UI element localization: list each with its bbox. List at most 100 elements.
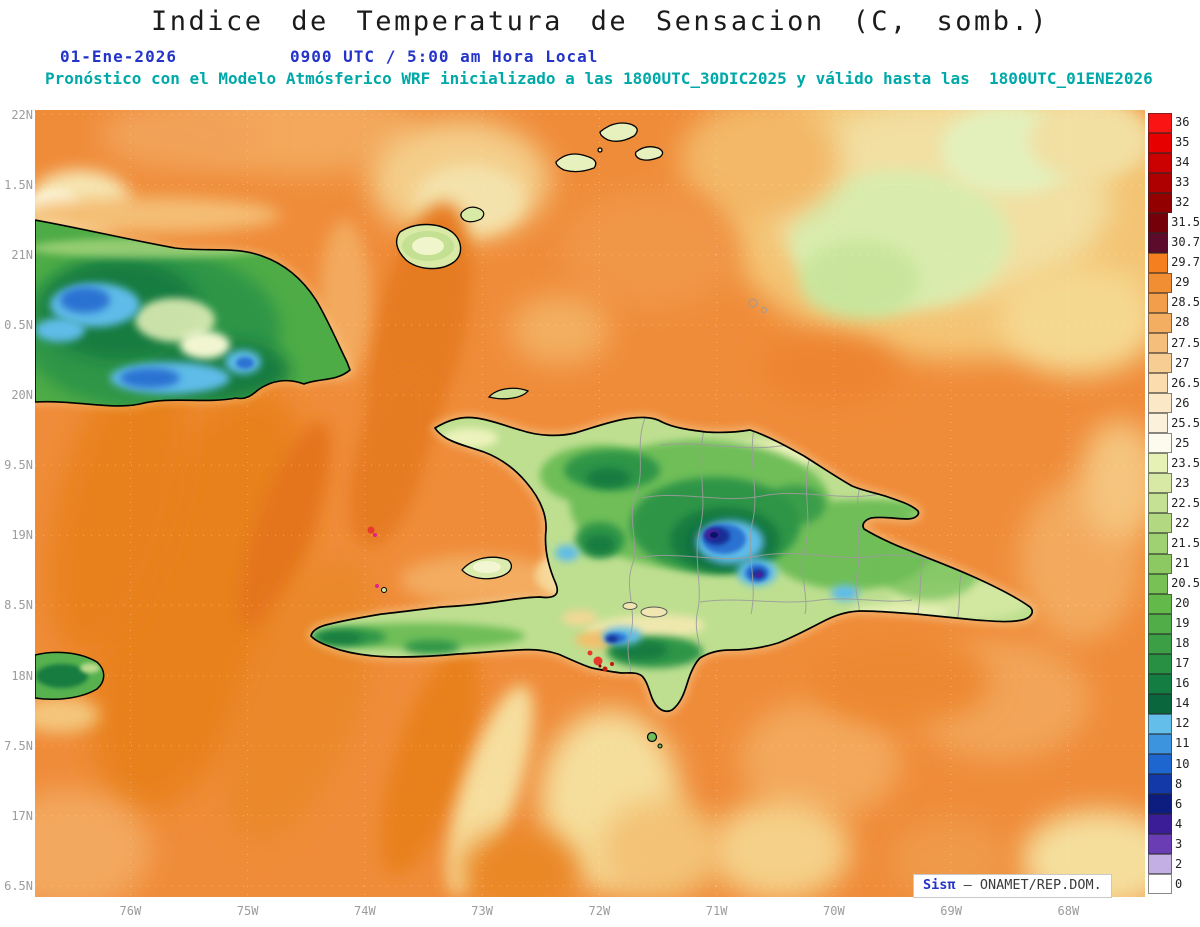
colorbar-value: 26.5 bbox=[1171, 375, 1200, 390]
colorbar-value: 34 bbox=[1175, 155, 1190, 170]
colorbar-value: 6 bbox=[1175, 796, 1183, 811]
admin-boundaries bbox=[627, 417, 965, 679]
colorbar-segment: 30.7 bbox=[1148, 232, 1200, 253]
colorbar-segment: 12 bbox=[1148, 713, 1200, 734]
model-run-info: Pronóstico con el Modelo Atmósferico WRF… bbox=[45, 69, 1153, 88]
colorbar-segment: 22.5 bbox=[1148, 493, 1200, 514]
longitude-label: 70W bbox=[823, 904, 845, 918]
latitude-label: 17N bbox=[11, 808, 33, 823]
colorbar-segment: 29 bbox=[1148, 272, 1200, 293]
colorbar-value: 25.5 bbox=[1171, 415, 1200, 430]
lake-enriquillo bbox=[640, 606, 668, 618]
colorbar-value: 23 bbox=[1175, 475, 1190, 490]
turks-caicos-islands bbox=[555, 122, 664, 173]
colorbar-swatch bbox=[1148, 834, 1172, 855]
colorbar-value: 11 bbox=[1175, 736, 1190, 751]
colorbar-value: 31.5 bbox=[1171, 215, 1200, 230]
colorbar-swatch bbox=[1148, 312, 1172, 334]
colorbar-value: 28.5 bbox=[1171, 295, 1200, 310]
colorbar-value: 2 bbox=[1175, 856, 1183, 871]
colorbar-segment: 0 bbox=[1148, 874, 1200, 895]
colorbar-value: 12 bbox=[1175, 716, 1190, 731]
colorbar-swatch bbox=[1148, 493, 1169, 514]
colorbar-swatch bbox=[1148, 553, 1172, 574]
colorbar-segment: 29.7 bbox=[1148, 252, 1200, 273]
colorbar-value: 20 bbox=[1175, 596, 1190, 611]
colorbar-swatch bbox=[1148, 473, 1172, 494]
tortuga-island bbox=[487, 387, 530, 400]
colorbar-value: 16 bbox=[1175, 676, 1190, 691]
colorbar-swatch bbox=[1148, 413, 1169, 434]
longitude-label: 69W bbox=[940, 904, 962, 918]
colorbar-segment: 6 bbox=[1148, 794, 1200, 815]
colorbar-value: 30.7 bbox=[1171, 235, 1200, 250]
colorbar-segment: 22 bbox=[1148, 513, 1200, 534]
colorbar-swatch bbox=[1148, 653, 1172, 674]
latitude-label: 7.5N bbox=[4, 738, 33, 753]
colorbar-value: 0 bbox=[1175, 876, 1183, 891]
colorbar-segment: 27 bbox=[1148, 353, 1200, 374]
colorbar: 36 35 34 33 32 31.5 30.7 29.7 29 28.5 28 27.5 27 26.5… bbox=[1148, 112, 1200, 895]
colorbar-segment: 14 bbox=[1148, 693, 1200, 714]
colorbar-value: 22.5 bbox=[1171, 495, 1200, 510]
colorbar-segment: 33 bbox=[1148, 172, 1200, 193]
colorbar-segment: 34 bbox=[1148, 152, 1200, 173]
colorbar-swatch bbox=[1148, 272, 1172, 293]
latitude-label: 1.5N bbox=[4, 177, 33, 192]
colorbar-value: 3 bbox=[1175, 836, 1183, 851]
colorbar-swatch bbox=[1148, 252, 1169, 273]
colorbar-value: 17 bbox=[1175, 656, 1190, 671]
colorbar-swatch bbox=[1148, 613, 1172, 634]
latitude-label: 18N bbox=[11, 668, 33, 683]
colorbar-swatch bbox=[1148, 292, 1169, 313]
colorbar-swatch bbox=[1148, 754, 1172, 775]
weather-map bbox=[35, 110, 1145, 897]
longitude-label: 73W bbox=[471, 904, 493, 918]
colorbar-value: 35 bbox=[1175, 135, 1190, 150]
colorbar-segment: 21.5 bbox=[1148, 533, 1200, 554]
colorbar-value: 28 bbox=[1175, 315, 1190, 330]
colorbar-segment: 17 bbox=[1148, 653, 1200, 674]
colorbar-swatch bbox=[1148, 733, 1172, 754]
colorbar-segment: 3 bbox=[1148, 834, 1200, 855]
colorbar-segment: 35 bbox=[1148, 132, 1200, 153]
sispi-logo: Sisπ bbox=[923, 877, 956, 893]
colorbar-segment: 26 bbox=[1148, 393, 1200, 414]
latitude-label: 22N bbox=[11, 107, 33, 122]
colorbar-swatch bbox=[1148, 673, 1172, 694]
credit-box: Sisπ – ONAMET/REP.DOM. bbox=[913, 874, 1112, 898]
colorbar-segment: 8 bbox=[1148, 774, 1200, 795]
longitude-label: 72W bbox=[588, 904, 611, 918]
colorbar-value: 8 bbox=[1175, 776, 1183, 791]
colorbar-segment: 27.5 bbox=[1148, 333, 1200, 354]
heat-index-map-svg bbox=[35, 110, 1145, 897]
colorbar-value: 4 bbox=[1175, 816, 1183, 831]
latitude-label: 21N bbox=[11, 247, 33, 262]
credit-text: – ONAMET/REP.DOM. bbox=[955, 877, 1102, 893]
hot-spots bbox=[367, 526, 614, 672]
colorbar-value: 32 bbox=[1175, 195, 1190, 210]
colorbar-value: 22 bbox=[1175, 515, 1190, 530]
colorbar-segment: 10 bbox=[1148, 754, 1200, 775]
colorbar-segment: 36 bbox=[1148, 112, 1200, 133]
colorbar-swatch bbox=[1148, 333, 1169, 354]
colorbar-segment: 31.5 bbox=[1148, 212, 1200, 233]
colorbar-segment: 11 bbox=[1148, 733, 1200, 754]
colorbar-swatch bbox=[1148, 112, 1172, 133]
jamaica-landmass bbox=[35, 651, 105, 701]
colorbar-swatch bbox=[1148, 774, 1172, 795]
colorbar-segment: 2 bbox=[1148, 854, 1200, 875]
colorbar-segment: 32 bbox=[1148, 192, 1200, 213]
colorbar-value: 21 bbox=[1175, 556, 1190, 571]
navassa-island bbox=[381, 587, 387, 593]
colorbar-swatch bbox=[1148, 353, 1172, 374]
latitude-label: 9.5N bbox=[4, 458, 33, 473]
colorbar-swatch bbox=[1148, 393, 1172, 414]
etang-saumatre bbox=[622, 602, 638, 610]
longitude-label: 71W bbox=[705, 904, 728, 918]
longitude-label: 75W bbox=[236, 904, 259, 918]
colorbar-swatch bbox=[1148, 874, 1172, 895]
colorbar-segment: 26.5 bbox=[1148, 373, 1200, 394]
colorbar-value: 14 bbox=[1175, 696, 1190, 711]
colorbar-swatch bbox=[1148, 633, 1172, 654]
